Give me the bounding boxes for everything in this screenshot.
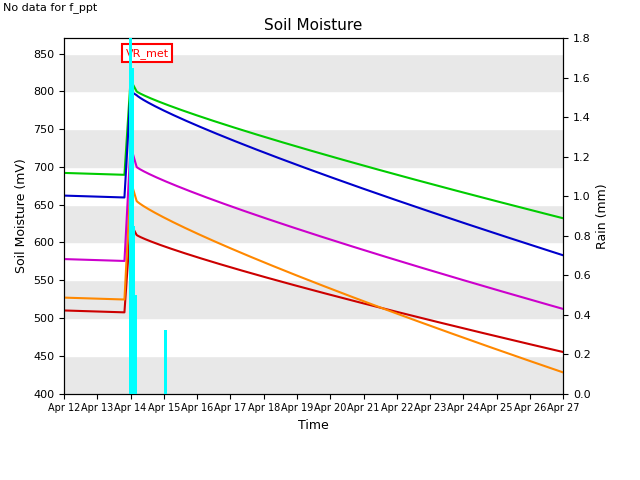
Legend: SM 1, SM 2, SM 3, SM 4, SM 5, Precip_mm: SM 1, SM 2, SM 3, SM 4, SM 5, Precip_mm	[95, 477, 532, 480]
Bar	[64, 356, 563, 394]
Bar	[64, 53, 563, 91]
Title: Soil Moisture: Soil Moisture	[264, 18, 363, 33]
Bar	[64, 242, 563, 280]
Bar	[134, 295, 137, 394]
Bar	[64, 204, 563, 242]
Y-axis label: Soil Moisture (mV): Soil Moisture (mV)	[15, 158, 28, 274]
Bar	[64, 16, 563, 53]
Bar	[64, 91, 563, 129]
Y-axis label: Rain (mm): Rain (mm)	[596, 183, 609, 249]
Text: No data for f_ppt: No data for f_ppt	[3, 2, 97, 13]
Bar	[64, 167, 563, 204]
Bar	[64, 129, 563, 167]
Bar	[132, 226, 136, 394]
Bar	[131, 68, 134, 394]
Bar	[164, 330, 167, 394]
Bar	[64, 280, 563, 318]
Bar	[64, 318, 563, 356]
X-axis label: Time: Time	[298, 419, 329, 432]
Text: VR_met: VR_met	[125, 48, 169, 59]
Bar	[129, 38, 132, 394]
